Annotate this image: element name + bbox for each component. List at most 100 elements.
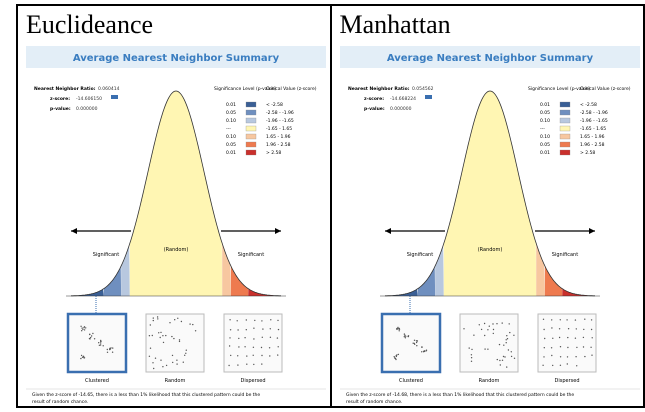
pattern-box [382,314,440,372]
region-label: Significant [551,252,577,258]
point [590,329,591,330]
point [416,345,417,346]
panel-title: Average Nearest Neighbor Summary [73,53,280,64]
pattern-box [146,314,204,372]
point [492,329,493,330]
point [82,329,83,330]
point [396,329,397,330]
point [163,342,164,343]
pattern-box [460,314,518,372]
legend-swatch [560,110,570,115]
point [84,329,85,330]
point [470,357,471,358]
point [480,329,481,330]
legend-level: 0.05 [540,110,550,116]
point [397,327,398,328]
stat-value: 0.060414 [98,86,120,92]
stat-label: p-value: [50,106,71,112]
pattern-label: Dispersed [554,378,579,384]
legend-swatch [246,102,256,107]
point [84,357,85,358]
legend-range: 1.65 - 1.96 [266,134,291,140]
legend-range: 1.96 - 2.58 [580,142,605,148]
point [176,360,177,361]
legend-range: < -2.58 [266,102,283,108]
point [403,333,404,334]
legend-level: 0.10 [226,134,236,140]
summary-panel: Average Nearest Neighbor SummaryNearest … [340,46,640,406]
point [80,358,81,359]
point [484,335,485,336]
point [160,360,161,361]
point [169,322,170,323]
point [584,319,585,320]
point [109,348,110,349]
point [463,328,464,329]
point [90,337,91,338]
z-marker [111,95,118,99]
point [398,330,399,331]
point [94,338,95,339]
point [584,356,585,357]
point [179,341,180,342]
point [473,335,474,336]
point [478,324,479,325]
point [181,321,182,322]
stat-value: 0.000000 [76,106,98,112]
legend-range: -2.58 - -1.96 [580,110,608,116]
legend-range: -1.96 - -1.65 [266,118,294,124]
point [253,355,254,356]
curve-region [130,91,222,296]
legend-header: Critical Value (z-score) [266,86,317,92]
legend-range: -2.58 - -1.96 [266,110,294,116]
point [82,357,83,358]
point [590,319,591,320]
legend-swatch [246,110,256,115]
point [507,349,508,350]
point [162,366,163,367]
stat-label: p-value: [364,106,385,112]
point [85,327,86,328]
legend-range: < -2.58 [580,102,597,108]
point [574,319,575,320]
point [576,347,577,348]
point [112,352,113,353]
point [150,324,151,325]
curve-region [222,244,231,297]
pattern-label: Clustered [399,378,423,384]
point [496,323,497,324]
legend-level: 0.01 [540,150,550,156]
pattern-label: Random [165,378,186,384]
region-label: Significant [406,252,432,258]
point [590,347,591,348]
point [171,336,172,337]
point [230,329,231,330]
legend-level: 0.10 [540,118,550,124]
point [153,368,154,369]
point [229,345,230,346]
point [100,344,101,345]
point [153,317,154,318]
curve-region [536,244,545,297]
point [107,349,108,350]
curve-region [435,246,444,297]
legend-range: -1.65 - 1.65 [266,126,292,132]
point [262,328,263,329]
cell-header: Manhattan [340,10,451,40]
point [591,337,592,338]
legend-range: -1.65 - 1.65 [580,126,606,132]
stat-value: -14.606150 [76,96,102,102]
point [149,335,150,336]
legend-swatch [560,134,570,139]
legend-level: --- [226,127,231,132]
point [404,335,405,336]
stat-label: z-score: [50,96,70,102]
point [398,329,399,330]
point [395,359,396,360]
point [574,338,575,339]
point [397,354,398,355]
point [253,338,254,339]
point [84,326,85,327]
point [416,340,417,341]
